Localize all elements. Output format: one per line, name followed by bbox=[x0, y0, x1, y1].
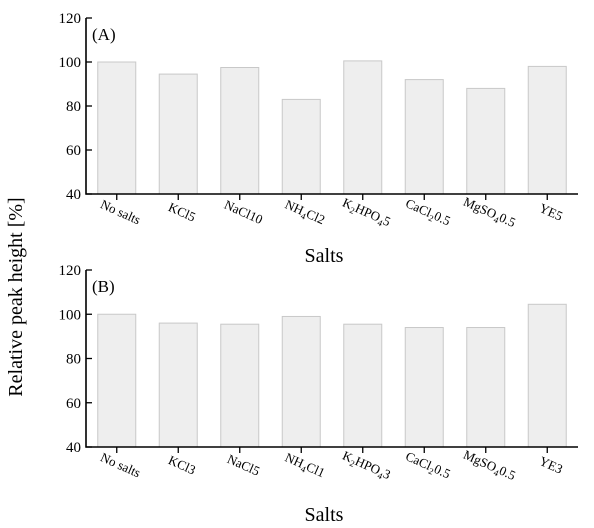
y-tick-label: 60 bbox=[66, 396, 81, 412]
y-tick-label: 120 bbox=[59, 11, 82, 27]
bar bbox=[343, 60, 383, 195]
x-tick-label: No salts bbox=[98, 449, 143, 480]
x-tick-label: KCl5 bbox=[166, 199, 198, 224]
y-tick-label: 80 bbox=[66, 352, 81, 368]
x-tick-label: CaCl20.5 bbox=[403, 195, 453, 230]
x-tick-label: NH4Cl2 bbox=[282, 196, 327, 229]
x-tick-label: K2HPO45 bbox=[339, 195, 392, 231]
x-tick-label: MgSO40.5 bbox=[460, 447, 518, 485]
bar bbox=[281, 315, 321, 448]
bar bbox=[404, 79, 444, 195]
bar bbox=[97, 313, 137, 448]
x-tick-label: YE5 bbox=[537, 200, 565, 223]
bar bbox=[466, 87, 506, 195]
x-tick-label: YE3 bbox=[537, 453, 565, 476]
bar bbox=[158, 73, 198, 195]
x-tick-label: NaCl10 bbox=[222, 197, 265, 227]
x-tick-label: K2HPO43 bbox=[339, 448, 392, 484]
bar bbox=[158, 322, 198, 448]
bar bbox=[97, 61, 137, 195]
y-tick-label: 120 bbox=[59, 263, 82, 279]
x-tick-label: MgSO40.5 bbox=[460, 194, 518, 232]
panel-label: (B) bbox=[92, 277, 115, 296]
y-tick-label: 40 bbox=[66, 440, 81, 456]
bar bbox=[404, 327, 444, 448]
y-axis-title: Relative peak height [%] bbox=[5, 197, 27, 396]
x-axis-title: Salts bbox=[305, 504, 344, 526]
bar bbox=[220, 323, 260, 448]
bar bbox=[220, 67, 260, 195]
chart-panel-a: No salts KCl5 NaCl10 NH4Cl2 K2HPO45 CaCl20.5 M… bbox=[59, 11, 578, 267]
x-axis-title: Salts bbox=[305, 245, 344, 267]
y-tick-label: 100 bbox=[59, 307, 82, 323]
bar bbox=[281, 98, 321, 195]
x-tick-label: No salts bbox=[98, 196, 143, 227]
bar bbox=[527, 65, 567, 195]
panel-label: (A) bbox=[92, 25, 116, 44]
x-tick-label: KCl3 bbox=[166, 452, 198, 477]
x-tick-label: NH4Cl1 bbox=[282, 449, 327, 482]
bar bbox=[527, 303, 567, 448]
y-tick-label: 100 bbox=[59, 55, 82, 71]
x-tick-label: CaCl20.5 bbox=[403, 448, 453, 483]
x-tick-label: NaCl5 bbox=[225, 451, 262, 479]
chart-panel-b: No salts KCl3 NaCl5 NH4Cl1 K2HPO43 CaCl20.5 Mg… bbox=[59, 263, 578, 526]
bar bbox=[466, 327, 506, 448]
bar bbox=[343, 323, 383, 448]
y-tick-label: 40 bbox=[66, 187, 81, 203]
y-tick-label: 80 bbox=[66, 99, 81, 115]
y-tick-label: 60 bbox=[66, 143, 81, 159]
